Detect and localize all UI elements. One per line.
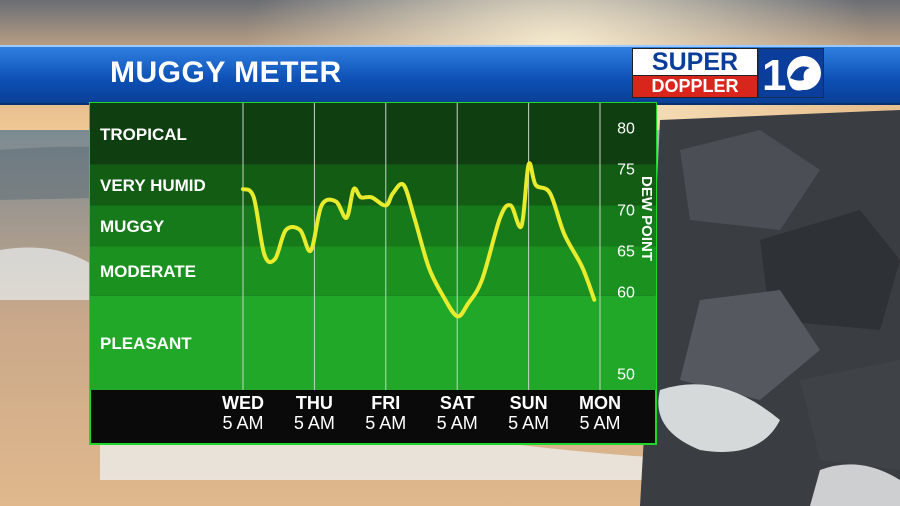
y-tick-label: 70 <box>617 203 635 220</box>
x-tick-time: 5 AM <box>437 413 478 433</box>
y-tick-label: 75 <box>617 162 635 179</box>
x-tick-time: 5 AM <box>579 413 620 433</box>
band-label: VERY HUMID <box>100 176 206 195</box>
x-tick-day: WED <box>222 393 264 413</box>
band-label: MODERATE <box>100 262 196 281</box>
band-pleasant <box>90 295 656 390</box>
x-tick-day: FRI <box>371 393 400 413</box>
y-tick-label: 65 <box>617 244 635 261</box>
page-title: MUGGY METER <box>110 56 342 89</box>
band-label: PLEASANT <box>100 334 192 353</box>
y-tick-label: 60 <box>617 285 635 302</box>
logo-10-icon: 10 <box>758 48 824 98</box>
logo-super-text: SUPER <box>632 48 758 76</box>
x-tick-time: 5 AM <box>294 413 335 433</box>
x-tick-day: SAT <box>440 393 475 413</box>
x-tick-time: 5 AM <box>508 413 549 433</box>
x-tick-day: THU <box>296 393 333 413</box>
y-tick-label: 50 <box>617 367 635 384</box>
band-label: MUGGY <box>100 217 165 236</box>
band-tropical <box>90 103 656 165</box>
station-logo: SUPER DOPPLER 10 <box>632 48 824 98</box>
y-axis-label: DEW POINT <box>638 176 655 261</box>
band-label: TROPICAL <box>100 125 187 144</box>
x-tick-time: 5 AM <box>365 413 406 433</box>
x-tick-day: SUN <box>510 393 548 413</box>
x-tick-time: 5 AM <box>222 413 263 433</box>
band-muggy <box>90 205 656 247</box>
x-tick-day: MON <box>579 393 621 413</box>
band-moderate <box>90 246 656 296</box>
y-tick-label: 80 <box>617 121 635 138</box>
logo-doppler-text: DOPPLER <box>632 75 758 98</box>
